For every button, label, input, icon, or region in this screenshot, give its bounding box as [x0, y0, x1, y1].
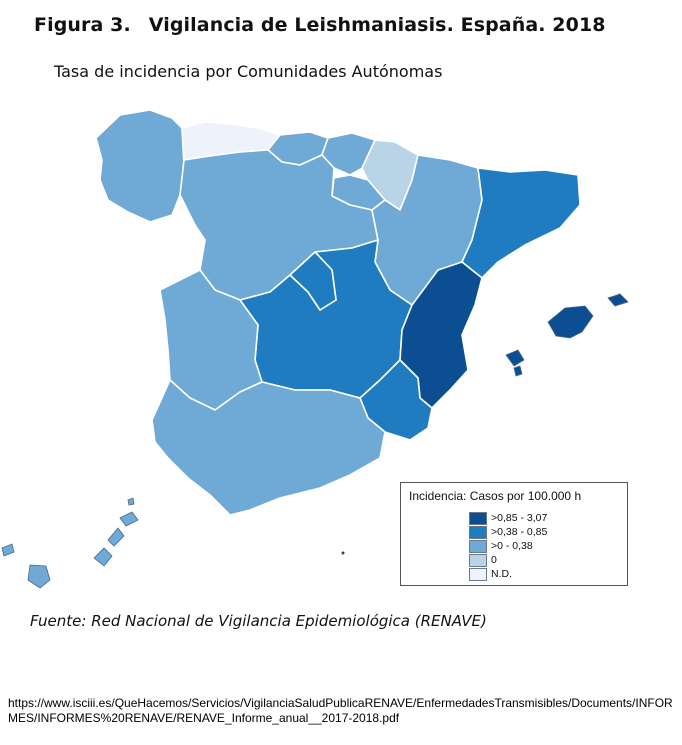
legend-item: >0,38 - 0,85	[469, 525, 547, 539]
figure-title-text: Vigilancia de Leishmaniasis. España. 201…	[148, 14, 606, 36]
legend-item: 0	[469, 553, 547, 567]
source-url[interactable]: https://www.isciii.es/QueHacemos/Servici…	[8, 696, 673, 725]
legend-swatch-high	[469, 511, 487, 525]
figure-subtitle: Tasa de incidencia por Comunidades Autón…	[54, 62, 443, 81]
legend-swatch-mid	[469, 525, 487, 539]
legend-label: >0,38 - 0,85	[491, 526, 548, 538]
region-baleares[interactable]: Illes Balears	[505, 293, 629, 377]
region-andalucia[interactable]: Andalucía	[151, 379, 386, 516]
region-valencia[interactable]: Comunitat Valenciana	[399, 261, 483, 409]
legend-label: N.D.	[491, 568, 512, 580]
legend-swatch-low	[469, 539, 487, 553]
figure-title: Figura 3. Vigilancia de Leishmaniasis. Es…	[34, 14, 606, 36]
legend-swatch-nd	[469, 567, 487, 581]
region-murcia[interactable]: Murcia	[359, 359, 433, 441]
region-cataluna[interactable]: Cataluña	[461, 167, 581, 279]
region-madrid[interactable]: Castilla-La Mancha	[289, 251, 337, 311]
legend-items: >0,85 - 3,07 >0,38 - 0,85 >0 - 0,38 0 N.…	[469, 511, 547, 581]
legend-label: >0 - 0,38	[491, 540, 533, 552]
legend-item: N.D.	[469, 567, 547, 581]
map-legend: Incidencia: Casos por 100.000 h >0,85 - …	[400, 482, 628, 586]
legend-title: Incidencia: Casos por 100.000 h	[409, 489, 582, 503]
region-galicia[interactable]: Galicia	[95, 109, 185, 223]
region-canarias[interactable]: Canarias	[1, 497, 139, 589]
legend-label: 0	[491, 554, 497, 566]
spain-map: Galicia Asturias Cantabria País Vasco Na…	[1, 109, 629, 589]
legend-item: >0 - 0,38	[469, 539, 547, 553]
source-note: Fuente: Red Nacional de Vigilancia Epide…	[30, 612, 487, 630]
figure-number: Figura 3.	[34, 14, 131, 36]
legend-swatch-zero	[469, 553, 487, 567]
legend-item: >0,85 - 3,07	[469, 511, 547, 525]
legend-label: >0,85 - 3,07	[491, 512, 548, 524]
